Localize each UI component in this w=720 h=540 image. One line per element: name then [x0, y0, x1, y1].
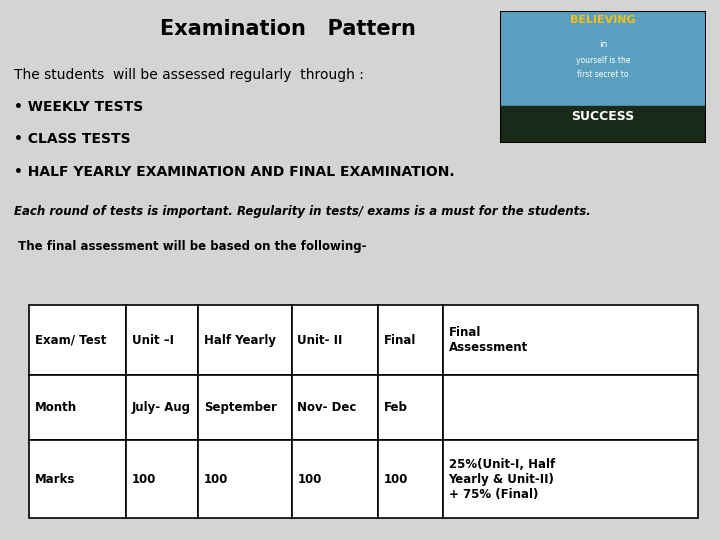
Text: first secret to: first secret to: [577, 70, 629, 79]
Text: September: September: [204, 401, 276, 414]
Text: Nov- Dec: Nov- Dec: [297, 401, 356, 414]
Bar: [443, 440, 698, 518]
Text: The final assessment will be based on the following-: The final assessment will be based on th…: [14, 240, 367, 253]
Text: Exam/ Test: Exam/ Test: [35, 334, 106, 347]
Bar: [29, 305, 126, 375]
Text: Examination   Pattern: Examination Pattern: [160, 19, 416, 39]
Text: 100: 100: [204, 472, 228, 486]
Bar: [378, 305, 443, 375]
Text: SUCCESS: SUCCESS: [572, 110, 634, 123]
Text: Feb: Feb: [384, 401, 408, 414]
Text: Unit- II: Unit- II: [297, 334, 343, 347]
Text: 100: 100: [132, 472, 156, 486]
Bar: [126, 440, 198, 518]
Text: Each round of tests is important. Regularity in tests/ exams is a must for the s: Each round of tests is important. Regula…: [14, 205, 591, 218]
Text: • CLASS TESTS: • CLASS TESTS: [14, 132, 131, 146]
Bar: [198, 305, 292, 375]
Text: Half Yearly: Half Yearly: [204, 334, 276, 347]
Bar: [500, 11, 706, 106]
Text: 100: 100: [297, 472, 322, 486]
Bar: [292, 375, 378, 440]
Text: in: in: [599, 40, 607, 49]
Bar: [126, 375, 198, 440]
Text: BELIEVING: BELIEVING: [570, 15, 636, 25]
Bar: [198, 375, 292, 440]
Bar: [292, 440, 378, 518]
Bar: [500, 106, 706, 143]
Text: Month: Month: [35, 401, 77, 414]
Text: Marks: Marks: [35, 472, 75, 486]
Text: • HALF YEARLY EXAMINATION AND FINAL EXAMINATION.: • HALF YEARLY EXAMINATION AND FINAL EXAM…: [14, 165, 455, 179]
Text: yourself is the: yourself is the: [576, 56, 630, 65]
Text: Final
Assessment: Final Assessment: [449, 326, 528, 354]
Text: July- Aug: July- Aug: [132, 401, 191, 414]
Bar: [198, 440, 292, 518]
Text: Unit –I: Unit –I: [132, 334, 174, 347]
Text: • WEEKLY TESTS: • WEEKLY TESTS: [14, 100, 144, 114]
Text: Final: Final: [384, 334, 416, 347]
Bar: [443, 305, 698, 375]
Bar: [29, 375, 126, 440]
Bar: [378, 375, 443, 440]
Bar: [443, 375, 698, 440]
Bar: [292, 305, 378, 375]
Bar: [126, 305, 198, 375]
Text: The students  will be assessed regularly  through :: The students will be assessed regularly …: [14, 68, 364, 82]
Text: 100: 100: [384, 472, 408, 486]
Bar: [378, 440, 443, 518]
Text: 25%(Unit-I, Half
Yearly & Unit-II)
+ 75% (Final): 25%(Unit-I, Half Yearly & Unit-II) + 75%…: [449, 458, 555, 501]
Bar: [29, 440, 126, 518]
